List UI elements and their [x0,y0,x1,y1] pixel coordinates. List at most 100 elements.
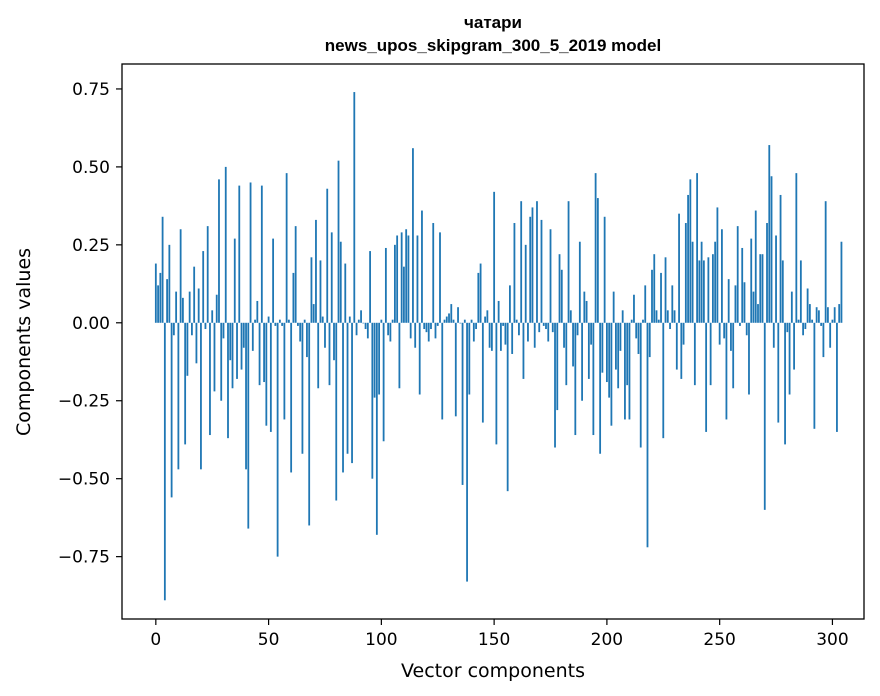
bar [520,201,523,323]
bar [698,260,701,323]
bar [443,319,446,323]
bar [549,229,552,323]
bar [321,316,324,323]
bar [159,272,162,323]
bar [748,322,750,395]
bar [752,291,755,323]
bar [793,322,795,370]
bar [811,319,814,323]
bar [454,322,457,417]
bar [303,319,306,323]
bar [222,322,225,339]
bar [772,322,775,348]
bar [612,291,615,323]
bar [306,322,308,358]
bar [797,319,800,323]
bar [666,310,669,323]
bar [815,307,818,323]
bar [495,322,498,445]
bar [285,173,288,323]
bar [281,322,284,326]
bar [727,279,730,323]
x-axis-label: Vector components [401,660,585,682]
bar [790,291,793,323]
bar [813,322,816,429]
bar [470,319,473,323]
bar [838,304,841,323]
bar [172,322,175,336]
bar [594,173,597,323]
bar [373,322,376,398]
bar [820,322,823,326]
bar [301,322,304,454]
bar [369,251,371,323]
bar [319,260,322,323]
bar [209,322,211,436]
bar [675,322,678,370]
bar [459,322,462,324]
bar [479,263,482,323]
bar [421,210,423,323]
bar [592,322,595,436]
bar [297,322,299,326]
bar [655,310,658,323]
bar [718,322,721,345]
bar [351,322,353,464]
x-tick-label: 0 [150,630,161,650]
bar [278,319,281,323]
y-tick-label: 0.50 [72,158,110,178]
bar [795,173,798,323]
bar [168,244,171,323]
bar [781,260,784,323]
bar [716,207,719,323]
bar [709,322,712,386]
bar [741,247,744,323]
bar [157,285,159,323]
bar [608,322,611,398]
bar [759,254,762,323]
bar [206,226,209,323]
bar [258,322,261,386]
bar [389,322,392,342]
bar [161,216,164,323]
bar [292,272,295,323]
bar [648,322,651,358]
x-tick-label: 200 [591,630,623,650]
bar [680,322,683,379]
bar [536,201,538,323]
bar [696,173,699,323]
bar [531,207,534,323]
bar [533,322,536,348]
bar [817,310,820,323]
bar [267,316,270,323]
bar [274,322,277,326]
bar [802,322,805,336]
bar [315,219,317,323]
bar [362,322,365,324]
bar [436,322,439,326]
bar [260,185,263,323]
bar [723,322,726,339]
bar [310,257,313,323]
bar [154,263,157,323]
bar [509,285,511,323]
y-tick-label: 0.00 [72,314,110,334]
bar [630,319,633,323]
bar [425,322,428,333]
bar [831,319,834,323]
bar [761,254,764,323]
bar [827,307,829,323]
bar [166,279,169,323]
bar [840,241,843,323]
bar [576,322,579,336]
bar [265,322,268,426]
chart-title-line-1: чатари [464,13,522,32]
bar [644,285,647,323]
bar [646,322,649,548]
bar [247,322,250,529]
bar [601,322,604,373]
bar [197,288,200,323]
bar [434,322,437,339]
bar [371,322,374,479]
bar [213,322,216,392]
